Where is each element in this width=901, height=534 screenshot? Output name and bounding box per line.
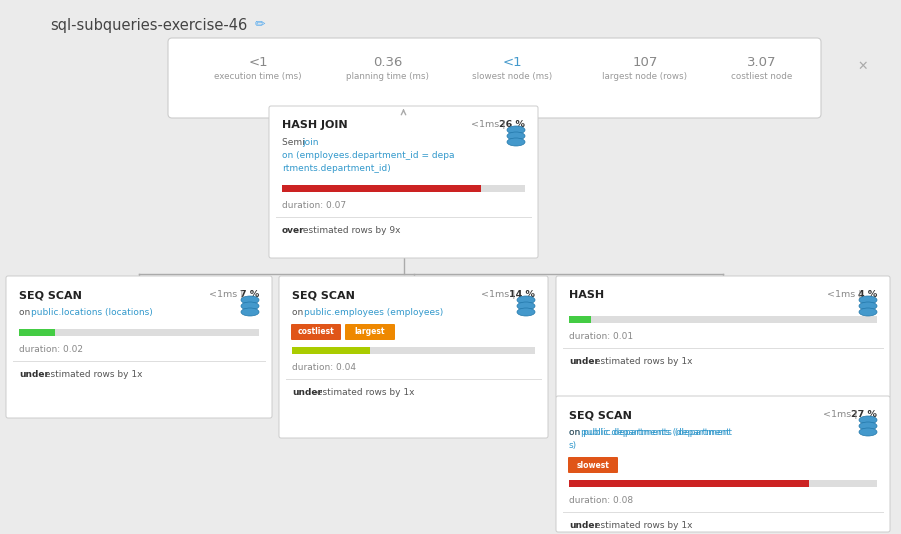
- Text: 107: 107: [633, 56, 658, 69]
- Text: estimated rows by 1x: estimated rows by 1x: [591, 357, 692, 366]
- Ellipse shape: [859, 416, 877, 424]
- FancyBboxPatch shape: [568, 457, 618, 473]
- Text: duration: 0.01: duration: 0.01: [569, 332, 633, 341]
- Ellipse shape: [859, 308, 877, 316]
- FancyBboxPatch shape: [291, 324, 341, 340]
- Text: duration: 0.08: duration: 0.08: [569, 496, 633, 505]
- Text: <1: <1: [248, 56, 268, 69]
- Text: duration: 0.02: duration: 0.02: [19, 345, 83, 354]
- Text: duration: 0.07: duration: 0.07: [282, 201, 346, 210]
- Text: ✏: ✏: [255, 18, 266, 31]
- Bar: [19, 329, 259, 336]
- Text: 3.07: 3.07: [747, 56, 777, 69]
- Ellipse shape: [517, 302, 535, 310]
- Text: on: on: [292, 308, 306, 317]
- Text: on: on: [569, 428, 583, 437]
- Text: SEQ SCAN: SEQ SCAN: [19, 290, 82, 300]
- Text: 26 %: 26 %: [499, 120, 525, 129]
- Text: execution time (ms): execution time (ms): [214, 72, 302, 81]
- Text: estimated rows by 1x: estimated rows by 1x: [41, 370, 142, 379]
- Bar: [569, 480, 877, 487]
- FancyBboxPatch shape: [6, 276, 272, 418]
- Text: 0.36: 0.36: [373, 56, 403, 69]
- Text: under: under: [19, 370, 49, 379]
- Bar: [569, 480, 809, 487]
- Text: <1ms |: <1ms |: [471, 120, 508, 129]
- Text: ✕: ✕: [858, 60, 869, 73]
- Ellipse shape: [859, 422, 877, 430]
- Text: 4 %: 4 %: [858, 290, 877, 299]
- Text: under: under: [292, 388, 322, 397]
- Text: SEQ SCAN: SEQ SCAN: [292, 290, 355, 300]
- Ellipse shape: [517, 296, 535, 304]
- Text: Semi: Semi: [282, 138, 307, 147]
- Text: <1ms |: <1ms |: [824, 410, 860, 419]
- Text: SEQ SCAN: SEQ SCAN: [569, 410, 632, 420]
- Ellipse shape: [507, 126, 525, 134]
- Text: largest node (rows): largest node (rows): [603, 72, 687, 81]
- Ellipse shape: [859, 302, 877, 310]
- Text: slowest node (ms): slowest node (ms): [472, 72, 552, 81]
- Text: costliest: costliest: [297, 327, 334, 336]
- FancyBboxPatch shape: [269, 106, 538, 258]
- Ellipse shape: [507, 138, 525, 146]
- Text: <1ms |: <1ms |: [209, 290, 247, 299]
- Bar: [282, 185, 481, 192]
- Text: join: join: [302, 138, 318, 147]
- Text: <1: <1: [502, 56, 522, 69]
- Text: 27 %: 27 %: [851, 410, 877, 419]
- Text: estimated rows by 1x: estimated rows by 1x: [591, 521, 692, 530]
- Ellipse shape: [241, 302, 259, 310]
- FancyBboxPatch shape: [168, 38, 821, 118]
- FancyBboxPatch shape: [556, 276, 890, 398]
- Text: 14 %: 14 %: [509, 290, 535, 299]
- Text: estimated rows by 1x: estimated rows by 1x: [314, 388, 415, 397]
- Bar: [282, 185, 525, 192]
- Text: <1ms |: <1ms |: [481, 290, 519, 299]
- Text: public.locations (locations): public.locations (locations): [31, 308, 153, 317]
- Text: s): s): [569, 441, 578, 450]
- FancyBboxPatch shape: [556, 396, 890, 532]
- FancyBboxPatch shape: [279, 276, 548, 438]
- Text: under: under: [569, 521, 599, 530]
- Bar: [569, 316, 590, 323]
- Text: under: under: [569, 357, 599, 366]
- Text: HASH: HASH: [569, 290, 605, 300]
- Text: 7 %: 7 %: [240, 290, 259, 299]
- Text: planning time (ms): planning time (ms): [347, 72, 430, 81]
- Bar: [292, 347, 535, 354]
- Text: duration: 0.04: duration: 0.04: [292, 363, 356, 372]
- FancyBboxPatch shape: [345, 324, 395, 340]
- Text: public.employees (employees): public.employees (employees): [304, 308, 443, 317]
- Text: rtments.department_id): rtments.department_id): [282, 164, 391, 173]
- Text: on public.departments (department: on public.departments (department: [569, 428, 732, 437]
- Ellipse shape: [241, 308, 259, 316]
- Text: on: on: [19, 308, 33, 317]
- Ellipse shape: [517, 308, 535, 316]
- Ellipse shape: [859, 296, 877, 304]
- Text: slowest: slowest: [577, 460, 609, 469]
- Text: on (employees.department_id = depa: on (employees.department_id = depa: [282, 151, 454, 160]
- Text: HASH JOIN: HASH JOIN: [282, 120, 348, 130]
- Bar: [569, 316, 877, 323]
- Ellipse shape: [507, 132, 525, 140]
- Text: public.departments (department: public.departments (department: [581, 428, 730, 437]
- Ellipse shape: [241, 296, 259, 304]
- Text: largest: largest: [355, 327, 386, 336]
- Bar: [292, 347, 369, 354]
- Ellipse shape: [859, 428, 877, 436]
- Text: over: over: [282, 226, 305, 235]
- Bar: [19, 329, 55, 336]
- Text: estimated rows by 9x: estimated rows by 9x: [300, 226, 401, 235]
- Text: sql-subqueries-exercise-46: sql-subqueries-exercise-46: [50, 18, 247, 33]
- Text: <1ms |: <1ms |: [827, 290, 865, 299]
- Text: costliest node: costliest node: [732, 72, 793, 81]
